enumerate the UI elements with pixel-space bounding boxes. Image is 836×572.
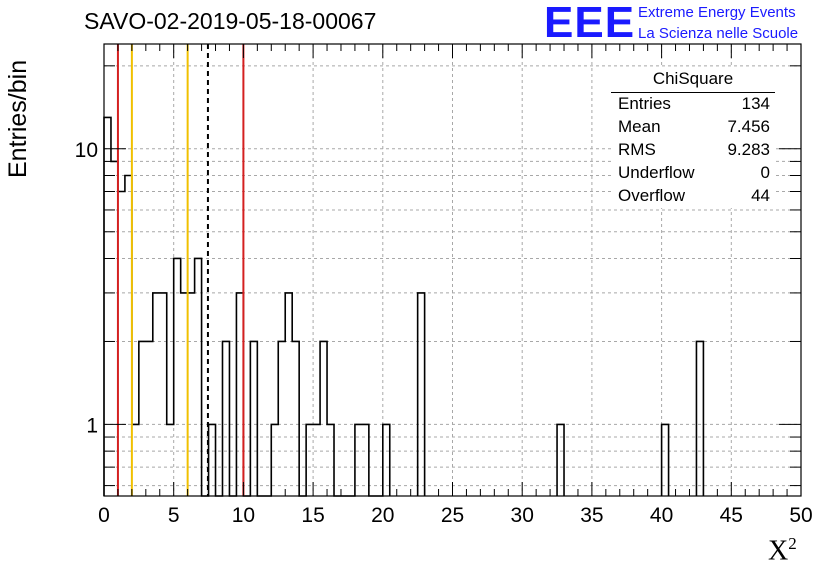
histogram-bin (327, 424, 334, 496)
histogram-bin (696, 341, 703, 496)
histogram-bin (195, 258, 202, 496)
x-tick-label: 30 (511, 504, 534, 527)
histogram-bin (383, 424, 390, 496)
histogram-bin (209, 424, 216, 496)
stats-label: Mean (618, 117, 661, 136)
stats-row-entries: Entries 134 (618, 92, 770, 115)
x-axis-label-superscript: 2 (788, 534, 797, 553)
y-axis-label: Entries/bin (4, 59, 32, 178)
grid (104, 44, 801, 496)
histogram-bin (355, 424, 362, 496)
x-tick-label: 5 (168, 504, 180, 527)
histogram-bin (557, 424, 564, 496)
histogram-bin (285, 293, 292, 496)
x-tick-label: 35 (580, 504, 603, 527)
stats-separator (611, 92, 775, 93)
stats-row-overflow: Overflow 44 (618, 184, 770, 207)
y-tick-label: 10 (75, 139, 98, 162)
x-tick-label: 50 (789, 504, 812, 527)
histogram-bin (292, 341, 299, 496)
x-axis-label: X2 (768, 534, 797, 567)
stats-label: Underflow (618, 163, 695, 182)
histogram-bin (313, 424, 320, 496)
histogram-bin (188, 293, 195, 496)
x-tick-label: 20 (371, 504, 394, 527)
stats-label: RMS (618, 140, 656, 159)
stats-row-mean: Mean 7.456 (618, 115, 770, 138)
tick-labels: 0 5 10 15 20 25 30 35 40 45 50 1 10 (75, 139, 813, 527)
x-tick-label: 25 (441, 504, 464, 527)
stats-row-rms: RMS 9.283 (618, 138, 770, 161)
x-axis-label-text: X (768, 535, 789, 567)
histogram-bin (132, 424, 139, 496)
stats-title: ChiSquare (652, 69, 734, 88)
stats-value: 7.456 (727, 117, 770, 136)
histogram-bin (271, 424, 278, 496)
histogram-bin (118, 191, 125, 496)
histogram-bin (306, 424, 313, 496)
x-tick-label: 40 (650, 504, 673, 527)
eee-logo: EEE Extreme Energy Events La Scienza nel… (544, 0, 834, 47)
x-tick-label: 45 (720, 504, 743, 527)
histogram-bin (181, 293, 188, 496)
histogram-bin (320, 341, 327, 496)
chart-title: SAVO-02-2019-05-18-00067 (84, 8, 377, 34)
histogram-bin (167, 424, 174, 496)
stats-value: 44 (751, 186, 770, 205)
stats-box: ChiSquare Entries 134 Mean 7.456 RMS 9.283 … (611, 68, 775, 208)
histogram-bin (222, 341, 229, 496)
histogram-bin (174, 258, 181, 496)
histogram-bin (662, 424, 669, 496)
axis-ticks (103, 44, 802, 496)
histogram-bin (362, 424, 369, 496)
stats-label: Overflow (618, 186, 686, 205)
histogram-bin (104, 117, 111, 496)
eee-logo-mark: EEE (544, 0, 636, 47)
histogram-bin (146, 341, 153, 496)
logo-line-1: Extreme Energy Events (638, 4, 796, 21)
x-tick-label: 10 (232, 504, 255, 527)
histogram-bin (139, 341, 146, 496)
stats-rows: Entries 134 Mean 7.456 RMS 9.283 Underflow 0… (618, 92, 770, 207)
histogram-bin (153, 293, 160, 496)
histogram-bin (111, 161, 118, 496)
stats-row-underflow: Underflow 0 (618, 161, 770, 184)
logo-line-2: La Scienza nelle Scuole (638, 25, 799, 42)
stats-value: 9.283 (727, 140, 770, 159)
histogram-bin (418, 293, 425, 496)
stats-label: Entries (618, 94, 671, 113)
histogram-bin (236, 293, 243, 496)
marker-lines (116, 44, 245, 496)
y-tick-label: 1 (86, 414, 98, 437)
x-tick-label: 15 (301, 504, 324, 527)
histogram-bin (278, 341, 285, 496)
histogram-bin (125, 176, 132, 496)
stats-value: 134 (741, 94, 770, 113)
stats-value: 0 (760, 163, 770, 182)
histogram-bin (250, 341, 257, 496)
histogram-bin (160, 293, 167, 496)
x-tick-label: 0 (98, 504, 110, 527)
